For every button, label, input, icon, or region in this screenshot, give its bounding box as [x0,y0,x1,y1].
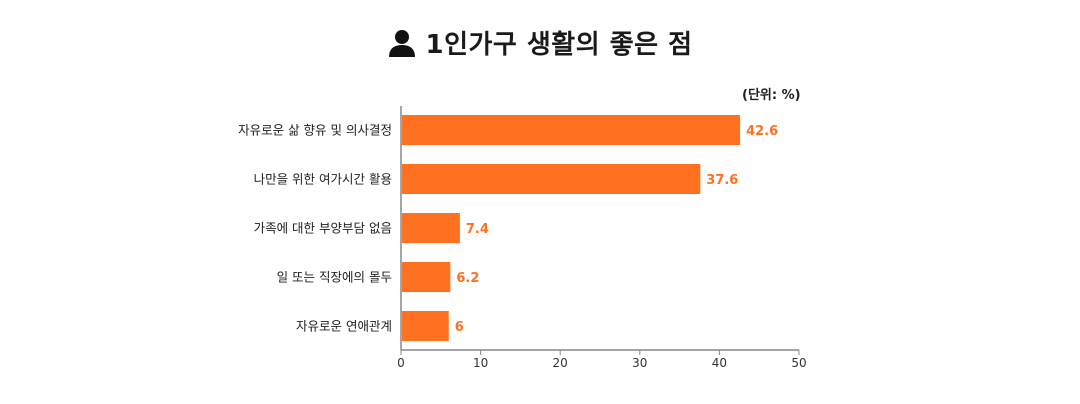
bar-5 [402,311,449,341]
value-label-4: 6.2 [456,271,479,286]
x-tick-label-50: 50 [791,356,806,370]
bar-3 [402,213,460,243]
bar-4 [402,262,451,292]
x-tick-label-10: 10 [473,356,488,370]
x-tick-label-30: 30 [632,356,647,370]
value-label-5: 6 [455,320,464,335]
bar-2 [402,164,701,194]
category-label-5: 자유로운 연애관계 [296,319,392,334]
person-icon [389,29,416,57]
chart-title: 1인가구 생활의 좋은 점 [425,30,693,60]
category-label-2: 나만을 위한 여가시간 활용 [254,172,392,187]
unit-label: (단위: %) [742,88,801,103]
category-label-3: 가족에 대한 부양부담 없음 [254,221,392,236]
x-tick-label-20: 20 [553,356,568,370]
value-label-2: 37.6 [706,173,738,188]
bar-1 [402,115,741,145]
title-bar: 1인가구 생활의 좋은 점 [0,24,1080,61]
value-label-3: 7.4 [466,222,489,237]
x-tick-label-0: 0 [397,356,405,370]
value-label-1: 42.6 [746,124,778,139]
x-tick-label-40: 40 [712,356,727,370]
category-label-4: 일 또는 직장에의 몰두 [277,270,392,285]
category-label-1: 자유로운 삶 향유 및 의사결정 [238,123,392,138]
